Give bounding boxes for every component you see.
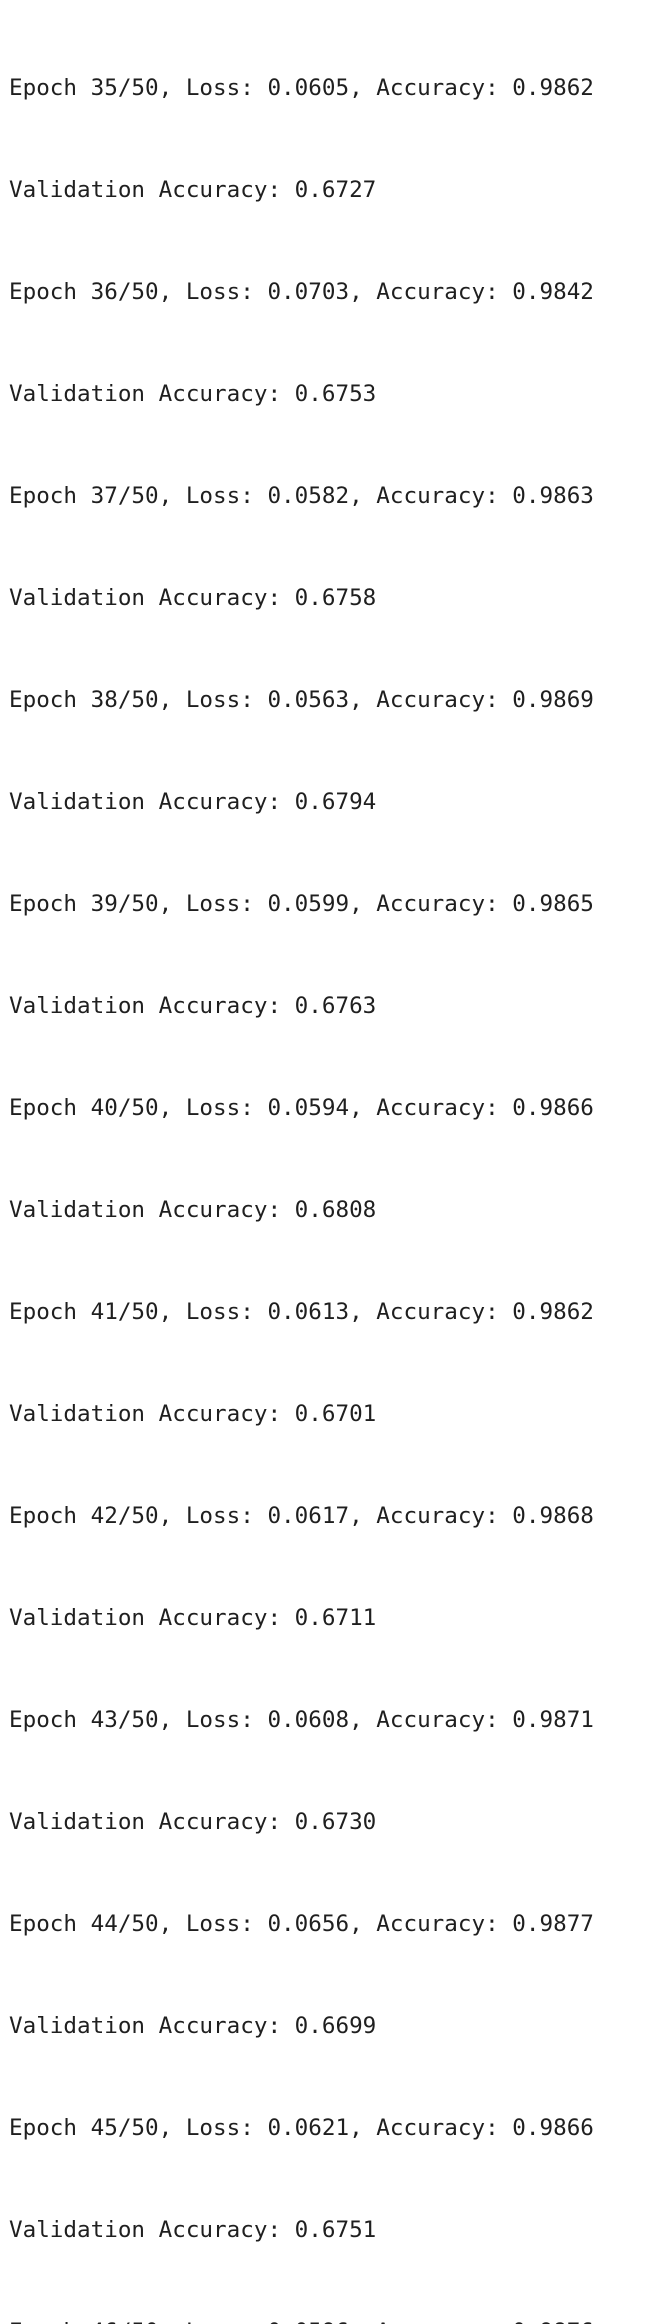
epoch-37-validation-line: Validation Accuracy: 0.6758 — [9, 585, 377, 611]
epoch-44-validation-line: Validation Accuracy: 0.6699 — [9, 2013, 377, 2039]
epoch-45-validation-line: Validation Accuracy: 0.6751 — [9, 2217, 377, 2243]
epoch-37-log-line: Epoch 37/50, Loss: 0.0582, Accuracy: 0.9… — [9, 483, 594, 509]
epoch-40-log-line: Epoch 40/50, Loss: 0.0594, Accuracy: 0.9… — [9, 1095, 594, 1121]
epoch-42-log-line: Epoch 42/50, Loss: 0.0617, Accuracy: 0.9… — [9, 1503, 594, 1529]
epoch-38-log-line: Epoch 38/50, Loss: 0.0563, Accuracy: 0.9… — [9, 687, 594, 713]
epoch-36-log-line: Epoch 36/50, Loss: 0.0703, Accuracy: 0.9… — [9, 279, 594, 305]
epoch-41-log-line: Epoch 41/50, Loss: 0.0613, Accuracy: 0.9… — [9, 1299, 594, 1325]
epoch-43-log-line: Epoch 43/50, Loss: 0.0608, Accuracy: 0.9… — [9, 1707, 594, 1733]
epoch-35-log-line: Epoch 35/50, Loss: 0.0605, Accuracy: 0.9… — [9, 75, 594, 101]
epoch-41-validation-line: Validation Accuracy: 0.6701 — [9, 1401, 377, 1427]
epoch-35-validation-line: Validation Accuracy: 0.6727 — [9, 177, 377, 203]
epoch-43-validation-line: Validation Accuracy: 0.6730 — [9, 1809, 377, 1835]
epoch-42-validation-line: Validation Accuracy: 0.6711 — [9, 1605, 377, 1631]
epoch-45-log-line: Epoch 45/50, Loss: 0.0621, Accuracy: 0.9… — [9, 2115, 594, 2141]
epoch-46-log-line: Epoch 46/50, Loss: 0.0596, Accuracy: 0.9… — [9, 2315, 666, 2324]
epoch-39-log-line: Epoch 39/50, Loss: 0.0599, Accuracy: 0.9… — [9, 891, 594, 917]
epoch-39-validation-line: Validation Accuracy: 0.6763 — [9, 993, 377, 1019]
training-log-output: Epoch 35/50, Loss: 0.0605, Accuracy: 0.9… — [9, 75, 594, 2324]
epoch-38-validation-line: Validation Accuracy: 0.6794 — [9, 789, 377, 815]
epoch-36-validation-line: Validation Accuracy: 0.6753 — [9, 381, 377, 407]
epoch-44-log-line: Epoch 44/50, Loss: 0.0656, Accuracy: 0.9… — [9, 1911, 594, 1937]
epoch-40-validation-line: Validation Accuracy: 0.6808 — [9, 1197, 377, 1223]
